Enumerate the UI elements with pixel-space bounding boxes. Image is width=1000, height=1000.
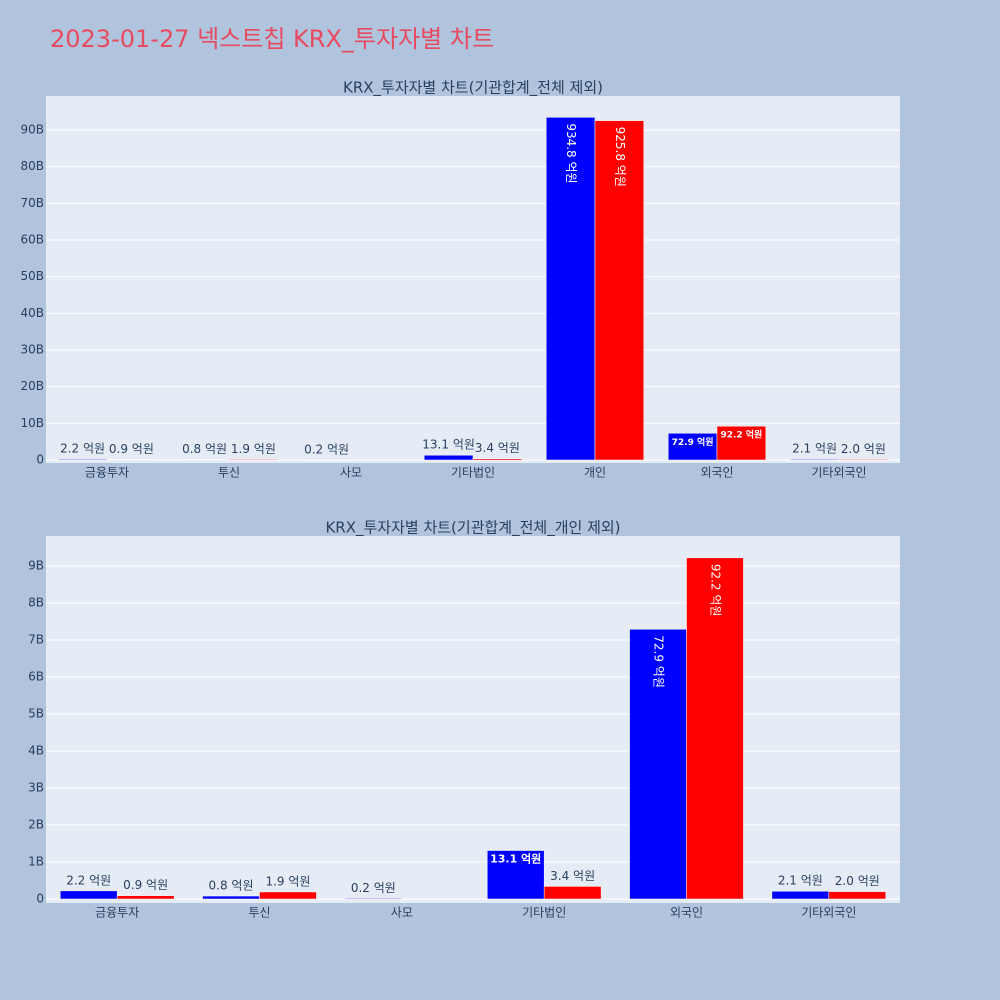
data-label: 2.1 억원 [778, 874, 823, 888]
data-label: 0.2 억원 [351, 881, 396, 895]
bar [344, 898, 403, 900]
bar [259, 891, 317, 900]
x-tick-label: 기타외국인 [801, 906, 856, 920]
y-tick-label: 1B [28, 855, 44, 869]
bar [686, 557, 744, 900]
y-tick-label: 50B [20, 269, 44, 283]
x-tick-label: 사모 [340, 466, 362, 480]
chart-title: KRX_투자자별 차트(기관합계_전체 제외) [343, 79, 603, 98]
y-tick-label: 40B [20, 306, 44, 320]
bar [202, 895, 260, 900]
x-tick-label: 기타법인 [522, 906, 566, 920]
bar [57, 458, 108, 461]
data-label: 3.4 억원 [475, 441, 520, 455]
y-tick-label: 2B [28, 817, 44, 831]
x-tick-label: 개인 [584, 466, 606, 480]
x-tick-label: 투신 [248, 906, 270, 920]
y-tick-label: 20B [20, 379, 44, 393]
data-label: 0.8 억원 [209, 879, 254, 893]
y-tick-label: 0 [36, 892, 44, 906]
x-tick-label: 금융투자 [95, 906, 139, 920]
bar [771, 890, 830, 900]
data-label: 72.9 억원 [672, 436, 714, 448]
x-tick-label: 사모 [391, 906, 413, 920]
plot-area [46, 96, 900, 463]
bar [543, 886, 602, 900]
y-tick-label: 3B [28, 780, 44, 794]
bar [301, 459, 352, 461]
plot-area [46, 536, 900, 903]
data-label: 0.9 억원 [109, 442, 154, 456]
data-label: 2.1 억원 [792, 442, 837, 456]
bar [594, 120, 645, 461]
data-label: 934.8 억원 [564, 123, 578, 183]
y-tick-label: 90B [20, 123, 44, 137]
bar [545, 117, 596, 461]
x-tick-label: 기타법인 [451, 466, 495, 480]
data-label: 0.8 억원 [182, 442, 227, 456]
y-tick-label: 60B [20, 233, 44, 247]
y-tick-label: 70B [20, 196, 44, 210]
data-label: 92.2 억원 [708, 564, 722, 617]
data-label: 13.1 억원 [490, 852, 541, 866]
bar [423, 454, 474, 461]
data-label: 1.9 억원 [231, 442, 276, 456]
data-label: 2.2 억원 [60, 442, 105, 456]
x-tick-label: 외국인 [670, 906, 703, 920]
page-title: 2023-01-27 넥스트칩 KRX_투자자별 차트 [50, 25, 494, 53]
bar [228, 459, 279, 461]
data-label: 2.0 억원 [835, 874, 880, 888]
bar [106, 459, 157, 461]
data-label: 72.9 억원 [652, 635, 666, 688]
bar [59, 890, 118, 900]
bar [179, 459, 230, 461]
data-label: 1.9 억원 [265, 874, 310, 888]
y-tick-label: 6B [28, 669, 44, 683]
bar [629, 628, 687, 900]
x-tick-label: 금융투자 [85, 466, 129, 480]
bar [667, 433, 718, 461]
data-label: 925.8 억원 [613, 127, 627, 187]
y-tick-label: 4B [28, 743, 44, 757]
y-tick-label: 9B [28, 558, 44, 572]
y-tick-label: 80B [20, 159, 44, 173]
bar [838, 459, 889, 461]
data-label: 0.9 억원 [123, 878, 168, 892]
data-label: 2.2 억원 [66, 873, 111, 887]
x-tick-label: 투신 [218, 466, 240, 480]
bar [472, 458, 523, 461]
y-tick-label: 30B [20, 343, 44, 357]
y-tick-label: 0 [36, 452, 44, 466]
data-label: 3.4 억원 [550, 869, 595, 883]
data-label: 92.2 억원 [720, 429, 762, 441]
x-tick-label: 기타외국인 [811, 466, 866, 480]
y-tick-label: 10B [20, 416, 44, 430]
data-label: 13.1 억원 [422, 438, 475, 452]
data-label: 0.2 억원 [304, 442, 349, 456]
data-label: 2.0 억원 [841, 442, 886, 456]
bar [116, 895, 175, 900]
chart-title: KRX_투자자별 차트(기관합계_전체_개인 제외) [325, 519, 620, 538]
x-tick-label: 외국인 [700, 466, 733, 480]
bar [716, 425, 767, 461]
bar [828, 891, 887, 900]
bar [789, 458, 840, 461]
y-tick-label: 5B [28, 706, 44, 720]
y-tick-label: 7B [28, 632, 44, 646]
y-tick-label: 8B [28, 595, 44, 609]
bar [486, 850, 545, 900]
